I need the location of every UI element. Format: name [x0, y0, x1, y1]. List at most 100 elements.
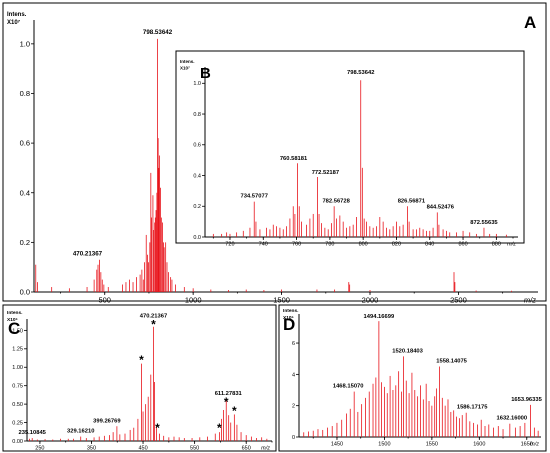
panel-a: 500 1000 1500 2000 2500 0.0 0.2 0.4 0.6 0.8 1.0 Int…	[2, 2, 547, 305]
panel-a-letter: A	[524, 13, 536, 32]
panel-a-xtick-label: 500	[98, 296, 111, 305]
panel-b-xtick-label: 800	[359, 242, 368, 248]
panel-a-xtick-label: 1500	[273, 296, 290, 305]
panel-d-ylabel: Intens.	[283, 308, 298, 314]
panel-d: 1450 1500 1550 1600 1650 0 2 4 6 Intens.X10⁵ m/z 14…	[278, 304, 547, 452]
panel-c-asterisk: *	[232, 404, 237, 418]
panel-c-ytick-label: 0.50	[12, 402, 23, 408]
panel-c-peak-label: 329.16210	[67, 429, 94, 435]
panel-b-ylabel: X10⁷	[180, 66, 190, 71]
panel-d-ytick-label: 0	[292, 435, 295, 441]
panel-d-peak-label: 1632.16000	[497, 416, 528, 422]
panel-c-ylabel: Intens.	[7, 310, 22, 316]
panel-c-ytick-label: 0.25	[12, 420, 23, 426]
panel-c-peak-label: 399.26769	[93, 418, 121, 424]
panel-c-frame	[2, 304, 277, 452]
panel-d-frame	[278, 304, 547, 452]
panel-c-xtick-label: 450	[138, 446, 147, 452]
panel-a-ytick-label: 1.0	[20, 39, 30, 48]
panel-b-peak-label: 826.56871	[398, 198, 426, 204]
panel-d-ylabel: X10⁵	[283, 315, 294, 321]
panel-d-peak-label: 1653.96335	[511, 397, 542, 403]
panel-a-ytick-label: 0.2	[20, 238, 30, 247]
panel-d-ytick-label: 6	[292, 341, 295, 347]
panel-b-ytick-label: 0.4	[193, 173, 201, 179]
panel-c-asterisk: *	[155, 421, 160, 435]
panel-b-xlabel: m/z	[507, 242, 516, 248]
panel-a-xtick-label: 2000	[362, 296, 379, 305]
panel-b-frame	[175, 50, 525, 244]
panel-a-ylabel: Intens.	[7, 12, 27, 18]
panel-a-peak-label: 470.21367	[73, 251, 103, 258]
panel-d-xtick-label: 1650	[521, 442, 533, 448]
panel-b-ytick-label: 1.0	[193, 81, 201, 87]
panel-b-peak-label: 734.57077	[241, 194, 268, 200]
panel-d-ytick-label: 4	[292, 372, 295, 378]
panel-a-ylabel: X10⁷	[7, 20, 21, 26]
panel-c-xtick-label: 350	[87, 446, 96, 452]
panel-a-xtick-label: 1000	[185, 296, 202, 305]
panel-d-peak-label: 1558.14075	[436, 359, 467, 365]
panel-b-letter: B	[200, 65, 211, 82]
panel-d-ytick-label: 2	[292, 404, 295, 410]
panel-b-ytick-label: 0.2	[193, 204, 201, 210]
panel-a-ytick-label: 0.6	[20, 139, 30, 148]
panel-c-ytick-label: 1.50	[12, 328, 23, 334]
panel-c-ylabel: X10⁶	[7, 317, 18, 323]
panel-b-ytick-label: 0.0	[193, 235, 201, 241]
panel-b-xtick-label: 780	[325, 242, 334, 248]
panel-c-asterisk: *	[224, 395, 229, 409]
panel-b-xtick-label: 840	[425, 242, 434, 248]
panel-d-peak-label: 1468.15070	[333, 384, 364, 390]
panel-a-frame	[2, 2, 547, 302]
panel-b-xtick-label: 860	[458, 242, 467, 248]
panel-c: 250 350 450 550 650 0.00 0.25 0.50 0.75 1.00 1.25 1…	[2, 304, 277, 452]
panel-b-peak-label: 782.56728	[322, 198, 350, 204]
panel-b-peak-label: 798.53642	[347, 70, 374, 76]
panel-c-xtick-label: 650	[242, 446, 251, 452]
panel-c-ytick-label: 1.00	[12, 365, 23, 371]
panel-b-peak-label: 844.52476	[427, 204, 455, 210]
panel-c-xtick-label: 250	[35, 446, 44, 452]
panel-d-peak-label: 1494.16699	[364, 314, 395, 320]
panel-c-asterisk: *	[151, 318, 156, 332]
panel-b-xtick-label: 760	[292, 242, 301, 248]
panel-a-ytick-label: 0.8	[20, 89, 30, 98]
panel-b-peak-label: 772.52187	[312, 170, 339, 176]
panel-d-peak-label: 1520.18403	[392, 348, 423, 354]
panel-c-ytick-label: 1.25	[12, 347, 23, 353]
panel-c-xlabel: m/z	[261, 446, 270, 452]
panel-c-peak-label: 470.21367	[140, 314, 167, 320]
panel-b-xtick-label: 820	[392, 242, 401, 248]
panel-b: 720 740 760 780 800 820 840 860 880 0.0 0.2 0.4 0.6 0…	[175, 50, 525, 248]
panel-b-ylabel: Intens.	[180, 59, 195, 64]
panel-d-xtick-label: 1450	[331, 442, 343, 448]
panel-c-ytick-label: 0.75	[12, 384, 23, 390]
panel-a-ytick-label: 0.4	[20, 188, 30, 197]
panel-b-ytick-label: 0.6	[193, 143, 201, 149]
panel-b-xtick-label: 740	[259, 242, 268, 248]
panel-d-xtick-label: 1500	[378, 442, 390, 448]
panel-c-asterisk: *	[139, 353, 144, 367]
panel-d-xtick-label: 1550	[426, 442, 438, 448]
panel-a-xlabel: m/z	[524, 296, 536, 305]
panel-d-letter: D	[283, 315, 295, 334]
panel-c-asterisk: *	[217, 421, 222, 435]
panel-a-ytick-label: 0.0	[20, 288, 30, 297]
panel-c-xtick-label: 550	[190, 446, 199, 452]
panel-a-peak-label: 798.53642	[143, 29, 173, 36]
panel-b-ytick-label: 0.8	[193, 112, 201, 118]
panel-d-peak-label: 1586.17175	[457, 405, 488, 411]
panel-a-xtick-label: 2500	[450, 296, 467, 305]
panel-b-xtick-label: 880	[492, 242, 501, 248]
panel-d-xlabel: m/z	[530, 442, 539, 448]
panel-c-peak-label: 611.27831	[215, 391, 243, 397]
panel-d-xtick-label: 1600	[473, 442, 485, 448]
panel-b-xtick-label: 720	[225, 242, 234, 248]
panel-c-ytick-label: 0.00	[12, 439, 23, 445]
panel-b-peak-label: 872.55635	[470, 220, 498, 226]
panel-c-peak-label: 235.10845	[19, 430, 47, 436]
panel-c-letter: C	[8, 319, 20, 338]
panel-b-peak-label: 760.58181	[280, 156, 308, 162]
